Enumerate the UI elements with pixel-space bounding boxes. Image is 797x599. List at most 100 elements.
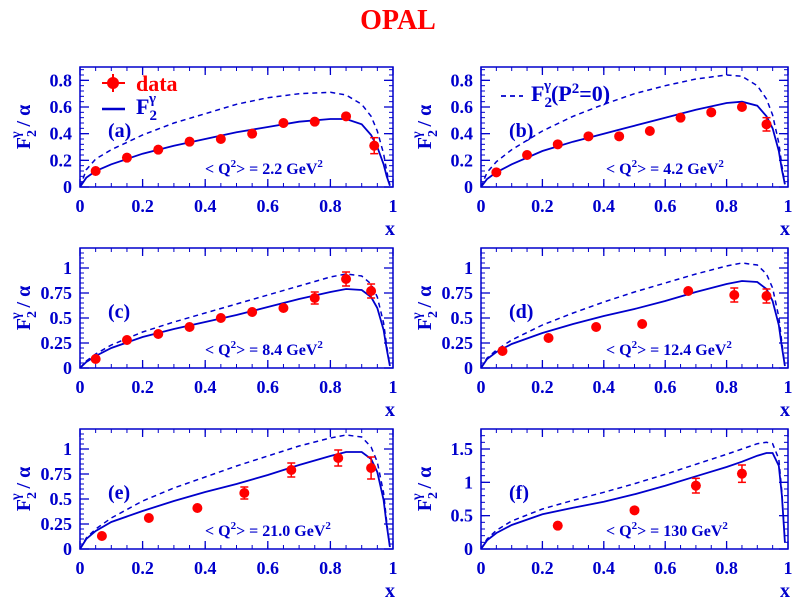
q2-label: < Q2> = 12.4 GeV2: [606, 339, 732, 359]
q2-label-unit-sup: 2: [718, 158, 724, 170]
data-point: [591, 322, 602, 332]
data-point: [90, 354, 101, 364]
q2-label-sup: 2: [231, 520, 237, 532]
data-point: [121, 152, 132, 163]
panel-label: (f): [509, 482, 529, 504]
y-axis-label-main: F: [13, 318, 35, 330]
y-axis-label-sup: γ: [9, 312, 24, 320]
data-point: [369, 140, 380, 151]
y-axis-label-sub: 2: [426, 492, 441, 499]
data-point: [215, 134, 226, 144]
y-axis-label-main: F: [414, 499, 436, 511]
x-tick-label: 0.2: [531, 558, 554, 578]
data-point: [629, 505, 640, 516]
q2-label-value: > = 4.2 GeV: [637, 161, 719, 178]
data-point: [729, 290, 740, 300]
q2-label: < Q2> = 2.2 GeV2: [205, 158, 323, 178]
x-tick-label: 0.6: [257, 377, 280, 397]
data-point: [552, 139, 563, 150]
y-axis-label: F2γ / α: [9, 467, 40, 512]
panel-label: (a): [108, 120, 131, 142]
q2-label-sup: 2: [632, 339, 638, 351]
y-tick-label: 0.6: [451, 97, 474, 117]
y-axis-label-sub: 2: [426, 130, 441, 137]
data-point: [552, 520, 563, 531]
x-tick-label: 0.8: [715, 196, 738, 216]
x-axis-label: x: [385, 218, 395, 240]
x-tick-label: 0.4: [194, 558, 217, 578]
y-tick-label: 0.2: [50, 150, 73, 170]
legend-dashed: F2γ(P2=0): [501, 78, 610, 111]
data-point: [247, 307, 258, 317]
q2-label-value: > = 12.4 GeV: [637, 342, 727, 359]
x-tick-label: 0.6: [257, 558, 280, 578]
data-point: [761, 291, 772, 301]
y-axis-label-main: F: [414, 318, 436, 330]
y-tick-label: 0.75: [41, 464, 73, 484]
data-point: [278, 118, 289, 128]
y-tick-label: 0.4: [451, 124, 474, 144]
q2-label-unit-sup: 2: [726, 339, 732, 351]
data-point: [761, 119, 772, 130]
q2-label-text: < Q: [606, 161, 632, 178]
q2-label: < Q2> = 4.2 GeV2: [606, 158, 724, 178]
legend-solid-sup: γ: [148, 91, 156, 107]
y-axis-label-tail: / α: [13, 105, 35, 132]
y-tick-label: 0.5: [451, 308, 474, 328]
x-tick-label: 0.4: [593, 558, 616, 578]
y-tick-label: 0.4: [50, 124, 73, 144]
legend-dashed-end: =0): [579, 81, 610, 106]
x-tick-label: 0.6: [654, 196, 677, 216]
y-axis-label: F2γ / α: [9, 286, 40, 331]
x-tick-label: 0.6: [654, 558, 677, 578]
y-tick-label: 1: [464, 472, 473, 492]
y-tick-label: 0: [63, 177, 72, 197]
legend-data-label: data: [136, 71, 178, 96]
y-axis-label-sup: γ: [410, 493, 425, 501]
x-tick-label: 1: [389, 558, 398, 578]
x-tick-label: 0.2: [131, 196, 154, 216]
x-tick-label: 0: [477, 196, 486, 216]
data-point: [675, 112, 686, 123]
y-tick-label: 0.5: [50, 489, 73, 509]
data-point: [143, 513, 154, 523]
y-axis-label-tail: / α: [414, 105, 436, 132]
y-tick-label: 0.6: [50, 97, 73, 117]
legend-solid-sub: 2: [149, 108, 157, 124]
x-tick-label: 0.2: [131, 558, 154, 578]
q2-label-sup: 2: [231, 158, 237, 170]
y-axis-label-tail: / α: [13, 467, 35, 494]
y-axis-label-tail: / α: [414, 467, 436, 494]
x-tick-label: 0.2: [531, 196, 554, 216]
y-tick-label: 0.8: [50, 70, 73, 90]
data-point: [522, 150, 533, 160]
data-point: [644, 126, 655, 136]
curves: [481, 262, 786, 368]
x-tick-label: 1: [784, 196, 793, 216]
data-point: [247, 128, 258, 139]
x-tick-label: 0.8: [319, 196, 342, 216]
curves: [481, 441, 786, 549]
data-point: [736, 102, 747, 112]
y-axis-label-sup: γ: [410, 312, 425, 320]
data-point: [184, 322, 195, 332]
panel-label: (d): [509, 301, 533, 323]
y-tick-label: 0.8: [451, 70, 474, 90]
dashed-curve-p2-zero: [481, 441, 786, 549]
x-tick-label: 0: [477, 558, 486, 578]
y-axis-label-sup: γ: [9, 131, 24, 139]
data-point: [366, 463, 377, 473]
x-tick-label: 0.4: [593, 196, 616, 216]
y-tick-label: 1: [63, 439, 72, 459]
y-tick-label: 0.2: [451, 150, 474, 170]
x-tick-label: 0.6: [257, 196, 280, 216]
data-point: [366, 286, 377, 296]
q2-label: < Q2> = 130 GeV2: [606, 520, 728, 540]
legend-solid-main: F: [136, 94, 149, 119]
q2-label: < Q2> = 8.4 GeV2: [205, 339, 323, 359]
q2-label-sup: 2: [632, 520, 638, 532]
